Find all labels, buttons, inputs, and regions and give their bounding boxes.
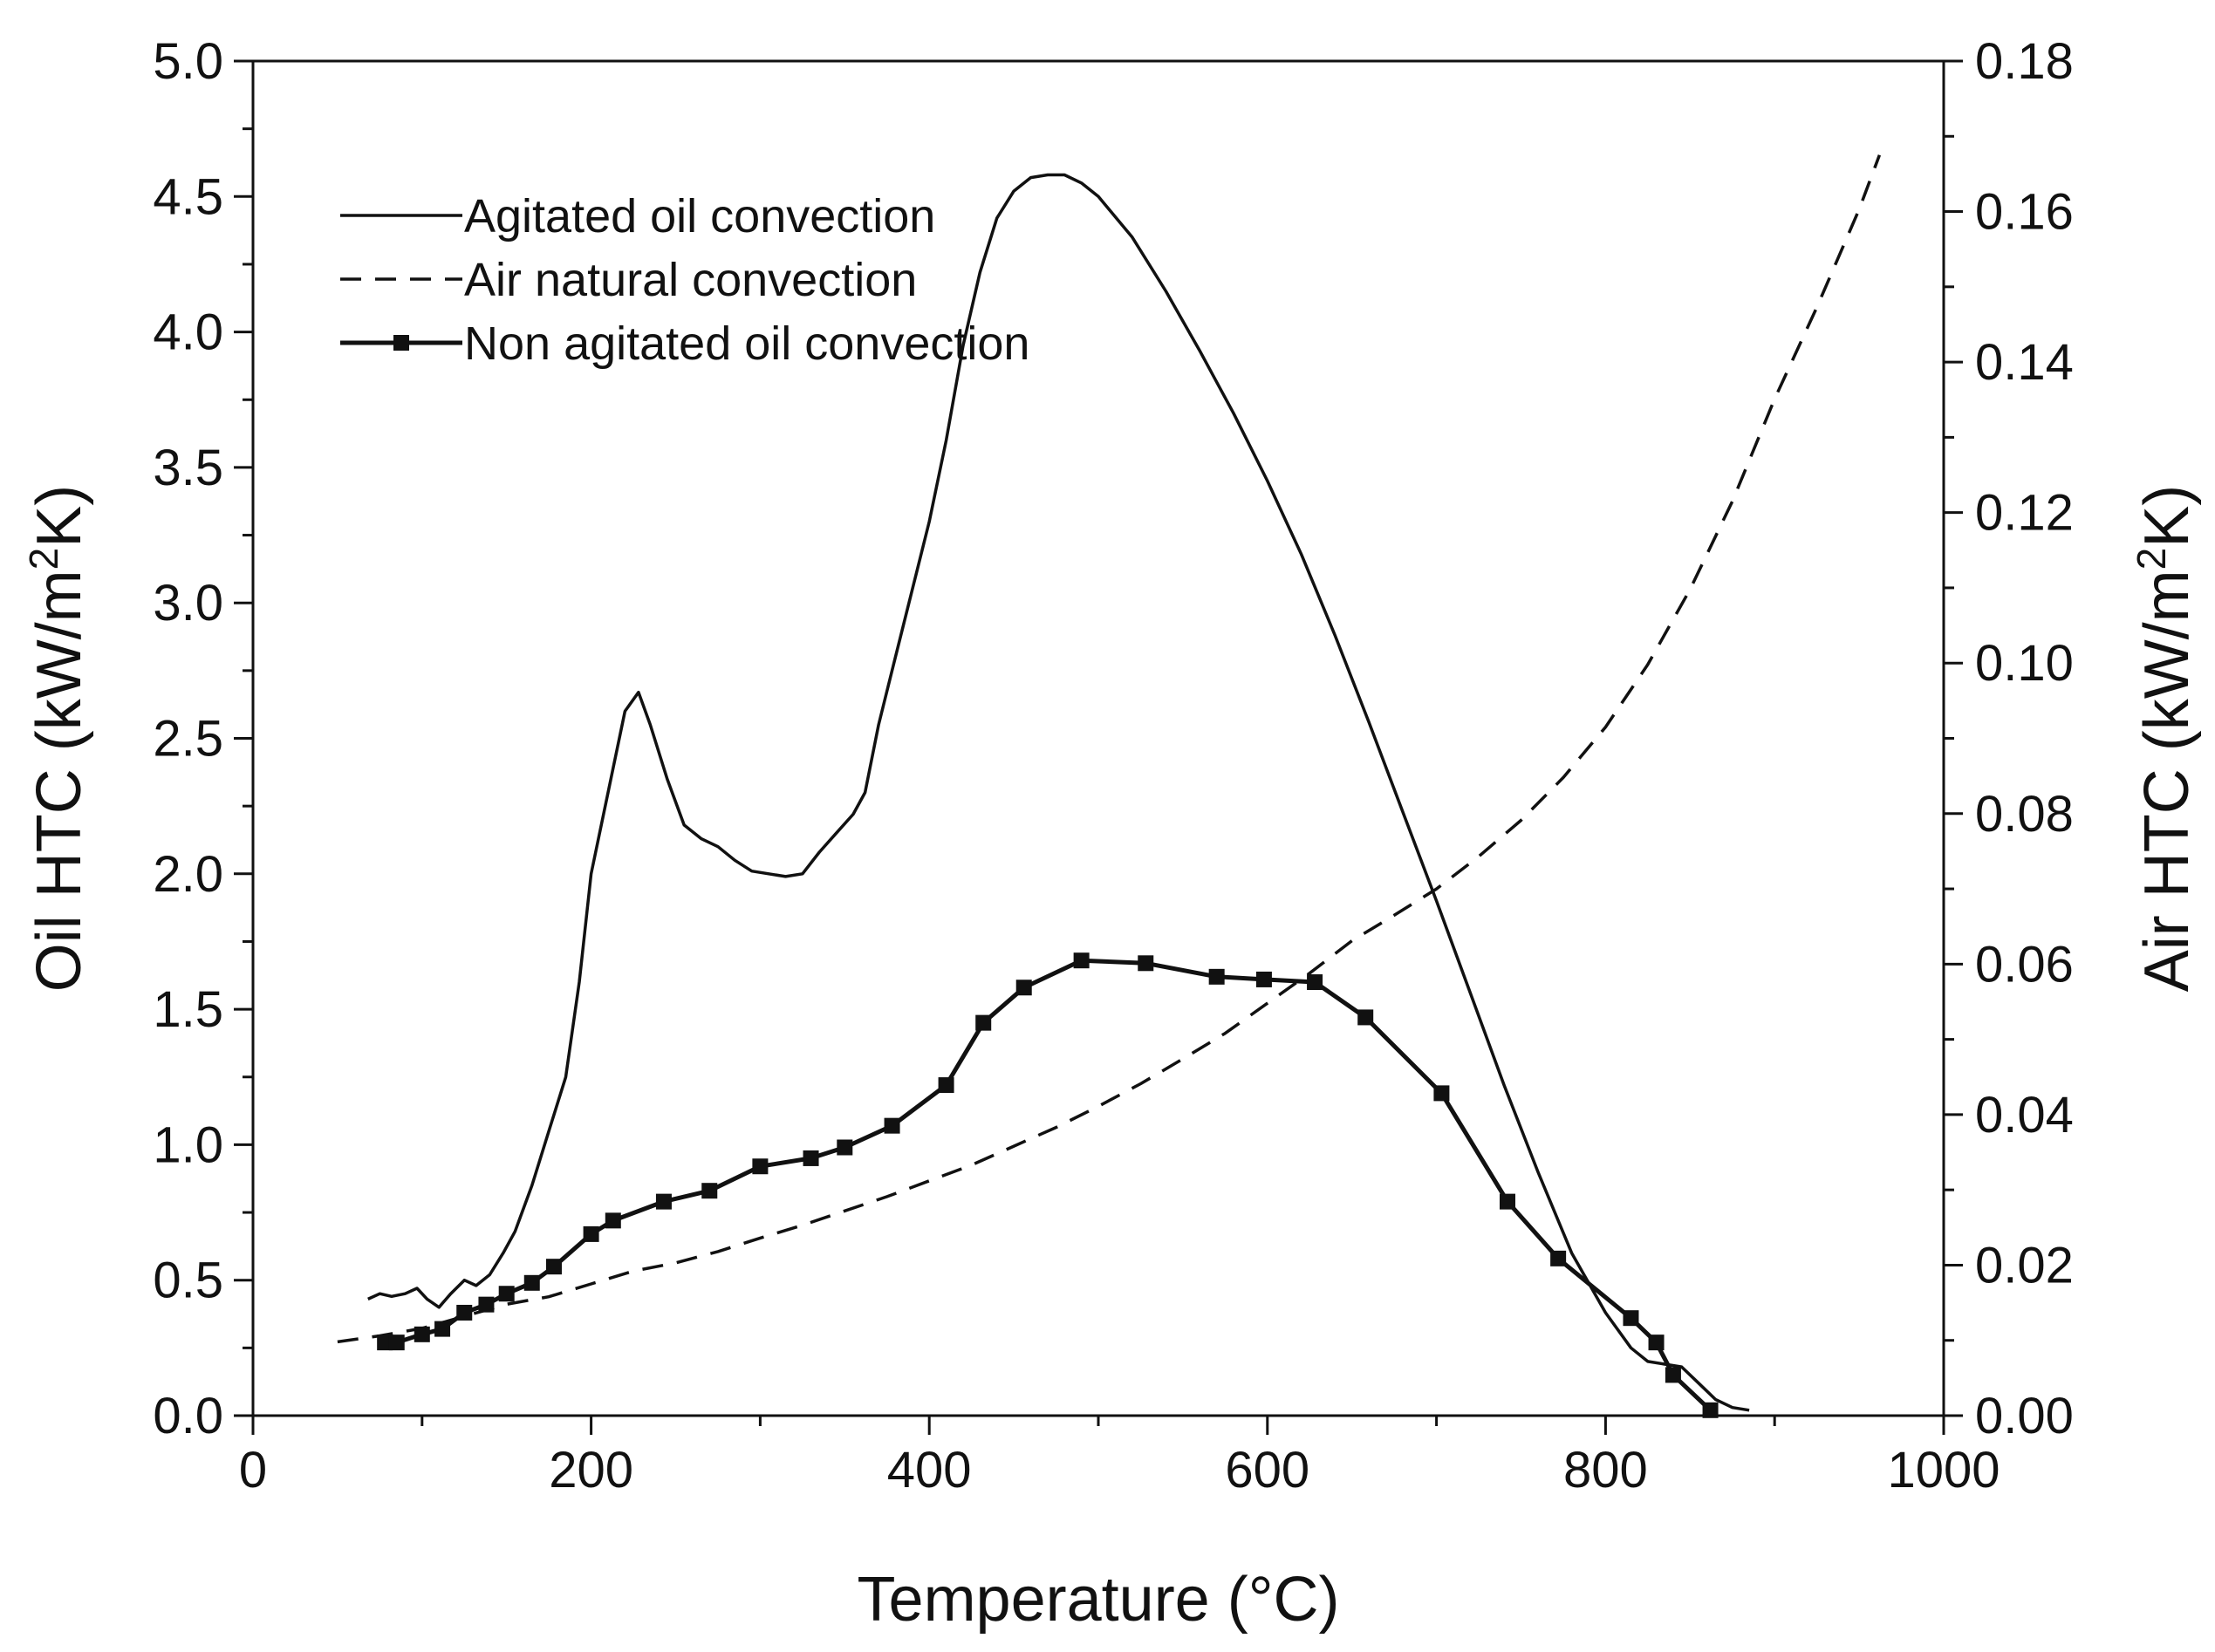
data-point [434, 1321, 451, 1337]
y-axis-right-title: Air HTC (kW/m2K) [2129, 485, 2202, 992]
data-point [377, 1335, 393, 1351]
x-tick-label: 200 [549, 1442, 633, 1498]
y-left-tick-label: 2.5 [153, 711, 223, 768]
y-left-tick-label: 3.0 [153, 575, 223, 631]
legend-label: Non agitated oil convection [464, 317, 1029, 370]
data-point [498, 1286, 515, 1302]
series-line-agitated-oil-convection [367, 173, 1750, 1412]
x-tick-label: 400 [887, 1442, 972, 1498]
series-line-non-agitated-oil-convection [385, 958, 1713, 1412]
x-tick-label: 0 [239, 1442, 267, 1498]
data-point [1138, 955, 1154, 972]
y-right-tick-label: 0.16 [1975, 184, 2074, 241]
data-point [414, 1326, 430, 1342]
data-point [837, 1139, 853, 1156]
y-right-tick-label: 0.18 [1975, 33, 2074, 90]
data-point [975, 1014, 992, 1031]
y-right-tick-label: 0.00 [1975, 1388, 2074, 1444]
data-point [938, 1077, 954, 1094]
y-left-tick-label: 0.5 [153, 1253, 223, 1309]
data-point [1255, 971, 1272, 987]
data-point [1015, 980, 1032, 996]
data-point [1665, 1367, 1681, 1383]
data-point [583, 1225, 599, 1242]
data-point [752, 1158, 769, 1175]
y-right-tick-label: 0.06 [1975, 936, 2074, 993]
legend-label: Agitated oil convection [464, 190, 935, 242]
y-axis-left-title: Oil HTC (kW/m2K) [21, 485, 94, 992]
data-point [456, 1304, 473, 1321]
y-right-tick-label: 0.08 [1975, 786, 2074, 843]
data-point [1433, 1085, 1450, 1102]
data-point [1648, 1335, 1665, 1351]
y-left-tick-label: 3.5 [153, 440, 223, 496]
data-point [1623, 1310, 1639, 1327]
data-point [1550, 1250, 1567, 1266]
data-point [655, 1193, 672, 1210]
data-point [1357, 1009, 1374, 1026]
data-point [545, 1259, 562, 1275]
y-right-tick-label: 0.10 [1975, 635, 2074, 692]
y-right-tick-label: 0.12 [1975, 485, 2074, 542]
data-point [701, 1183, 718, 1199]
x-axis-title: Temperature (°C) [858, 1565, 1340, 1635]
y-left-tick-label: 0.0 [153, 1388, 223, 1444]
x-tick-label: 1000 [1887, 1442, 2000, 1498]
y-left-tick-label: 4.0 [153, 304, 223, 361]
x-tick-label: 800 [1563, 1442, 1648, 1498]
data-point [388, 1335, 405, 1351]
data-point [1208, 968, 1225, 985]
data-point [884, 1117, 900, 1134]
data-point [1499, 1193, 1515, 1210]
legend-marker [393, 335, 409, 351]
data-point [478, 1296, 495, 1313]
y-right-tick-label: 0.14 [1975, 334, 2074, 391]
y-left-tick-label: 5.0 [153, 33, 223, 90]
data-point [523, 1274, 540, 1291]
x-tick-label: 600 [1225, 1442, 1309, 1498]
y-left-tick-label: 1.0 [153, 1116, 223, 1173]
y-left-tick-label: 1.5 [153, 981, 223, 1038]
legend-label: Air natural convection [464, 254, 917, 306]
data-point [605, 1212, 621, 1229]
data-point [1073, 952, 1090, 969]
data-point [1307, 974, 1323, 991]
y-left-tick-label: 4.5 [153, 168, 223, 225]
y-right-tick-label: 0.04 [1975, 1087, 2074, 1143]
series-line-air-natural-convection [337, 154, 1882, 1344]
data-point [1702, 1402, 1719, 1418]
y-left-tick-label: 2.0 [153, 846, 223, 903]
y-right-tick-label: 0.02 [1975, 1237, 2074, 1294]
data-point [803, 1150, 819, 1166]
